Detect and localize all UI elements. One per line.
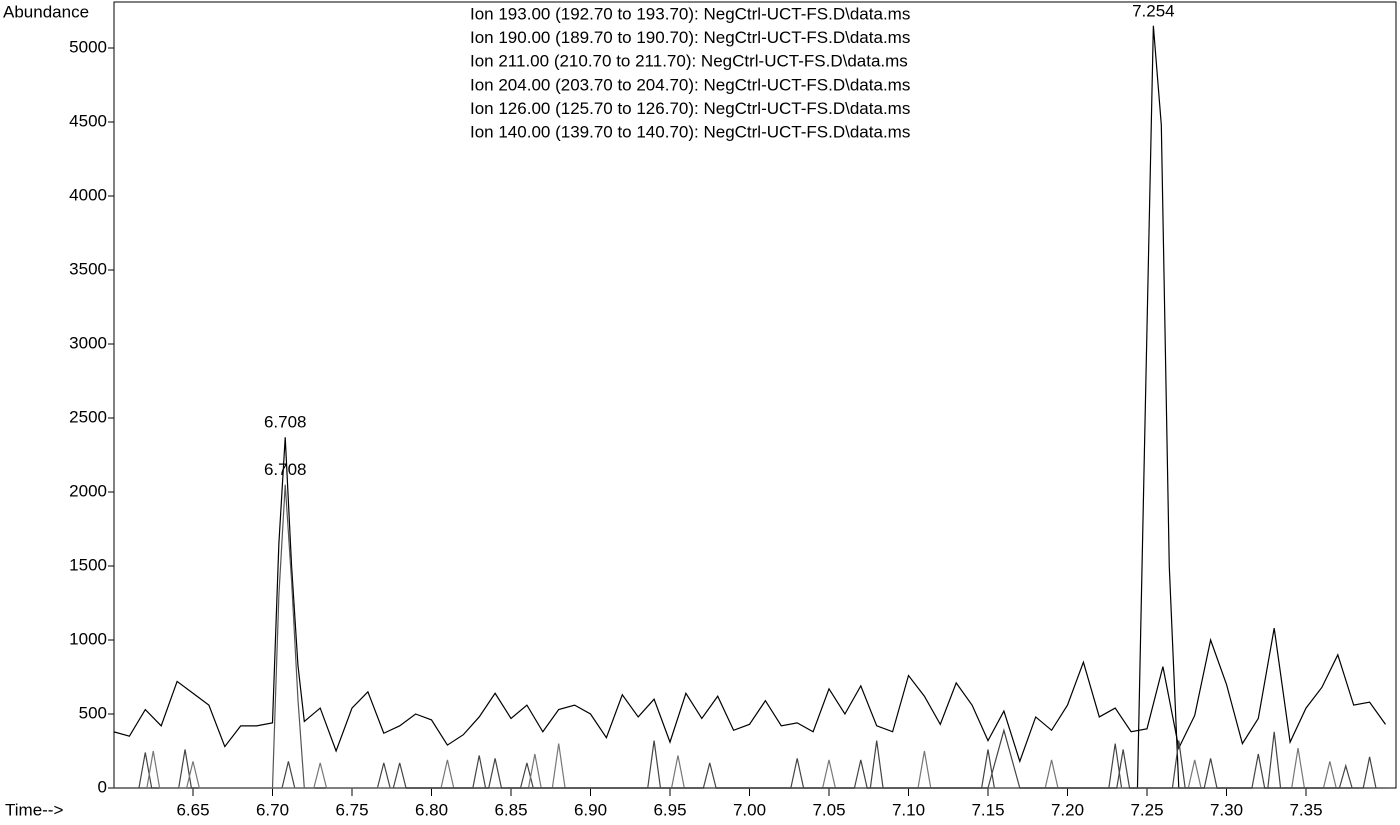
x-tick-label: 7.25 [1130,800,1163,819]
peak-label: 7.254 [1132,1,1175,20]
y-tick-label: 3000 [69,333,107,352]
y-tick-label: 1000 [69,629,107,648]
legend-entry: Ion 126.00 (125.70 to 126.70): NegCtrl-U… [470,99,910,118]
legend-entry: Ion 211.00 (210.70 to 211.70): NegCtrl-U… [470,52,908,71]
x-tick-label: 6.85 [494,800,527,819]
legend-entry: Ion 193.00 (192.70 to 193.70): NegCtrl-U… [470,4,910,23]
x-tick-label: 7.00 [733,800,766,819]
x-tick-label: 6.95 [653,800,686,819]
peak-label: 6.708 [264,460,307,479]
y-tick-label: 500 [79,703,107,722]
legend-entry: Ion 140.00 (139.70 to 140.70): NegCtrl-U… [470,122,910,141]
x-tick-label: 7.05 [812,800,845,819]
x-tick-label: 7.35 [1289,800,1322,819]
x-tick-label: 7.15 [971,800,1004,819]
x-tick-label: 6.65 [176,800,209,819]
y-tick-label: 1500 [69,555,107,574]
legend-entry: Ion 190.00 (189.70 to 190.70): NegCtrl-U… [470,28,910,47]
y-tick-label: 5000 [69,37,107,56]
y-tick-label: 0 [98,777,107,796]
y-axis-label: Abundance [3,2,89,21]
x-tick-label: 7.30 [1210,800,1243,819]
ion-trace [146,743,1337,789]
ion-trace [113,484,1386,789]
y-tick-label: 2000 [69,481,107,500]
x-tick-label: 6.70 [256,800,289,819]
peak-label: 6.708 [264,413,307,432]
x-tick-label: 6.80 [415,800,448,819]
x-tick-label: 7.10 [892,800,925,819]
x-tick-label: 6.90 [574,800,607,819]
legend-entry: Ion 204.00 (203.70 to 204.70): NegCtrl-U… [470,75,910,94]
y-tick-label: 4000 [69,185,107,204]
ion-trace [392,728,1353,789]
x-tick-label: 6.75 [335,800,368,819]
y-tick-label: 4500 [69,111,107,130]
x-tick-label: 7.20 [1051,800,1084,819]
ion-trace [113,437,1386,764]
x-axis-label: Time--> [5,800,63,819]
y-tick-label: 2500 [69,407,107,426]
y-tick-label: 3500 [69,259,107,278]
